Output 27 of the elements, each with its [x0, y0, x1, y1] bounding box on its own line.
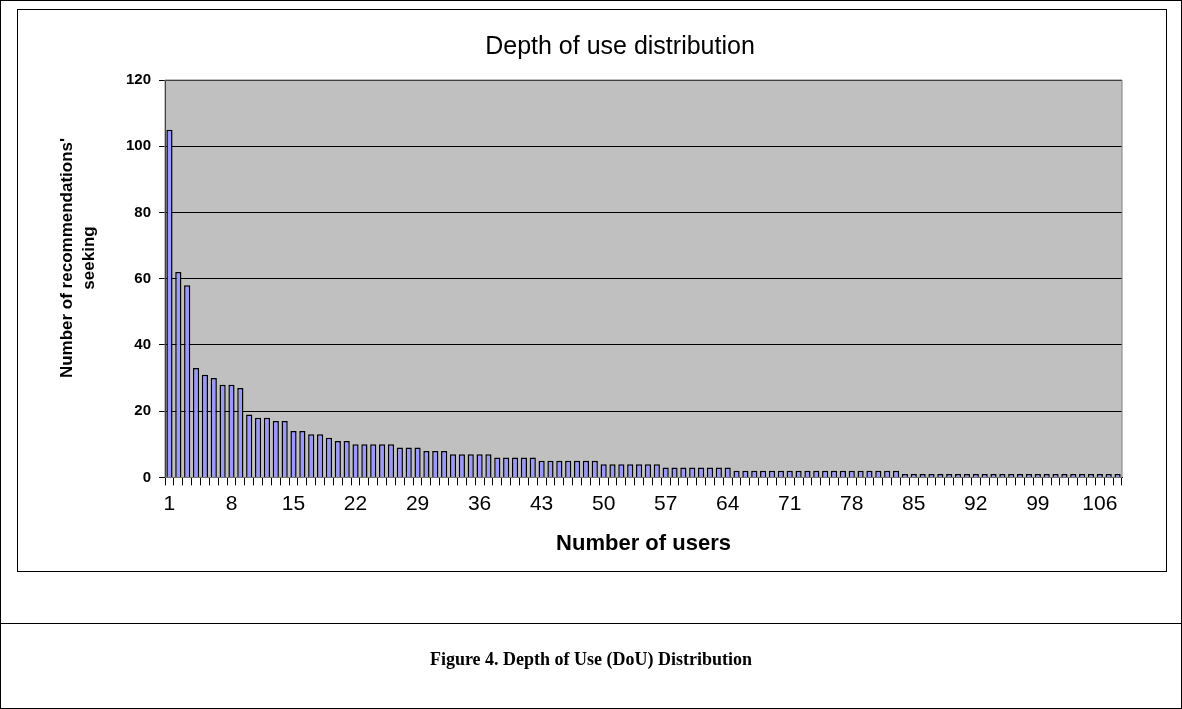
x-tick-label: 15	[281, 490, 306, 514]
caption: Figure 4. Depth of Use (DoU) Distribution	[428, 649, 754, 670]
x-tick-label: 64	[716, 490, 740, 514]
x-tick-label: 36	[467, 490, 492, 514]
x-tick-label: 29	[405, 490, 430, 514]
x-tick-label: 50	[591, 490, 616, 514]
y-tick-label: 20	[134, 401, 152, 419]
y-tick-label: 60	[134, 268, 152, 286]
y-axis-title: Number of recommendations' seeking	[56, 136, 99, 381]
y-tick-label: 120	[126, 70, 152, 88]
x-axis-title: Number of users	[556, 529, 731, 555]
x-tick-label: 106	[1082, 490, 1118, 514]
y-tick-label: 40	[134, 335, 152, 353]
x-tick-label: 1	[163, 490, 176, 514]
chart-title: Depth of use distribution	[485, 30, 755, 59]
y-tick-label: 80	[134, 202, 152, 220]
x-tick-label: 22	[343, 490, 368, 514]
x-tick-label: 85	[902, 490, 926, 514]
x-tick-label: 92	[964, 490, 988, 514]
x-tick-label: 99	[1026, 490, 1050, 514]
y-tick-label: 100	[126, 136, 152, 154]
x-tick-label: 8	[225, 490, 238, 514]
x-tick-label: 71	[778, 490, 802, 514]
x-tick-label: 43	[529, 490, 554, 514]
y-tick-label: 0	[142, 467, 152, 485]
x-tick-label: 57	[653, 490, 678, 514]
x-tick-label: 78	[840, 490, 864, 514]
